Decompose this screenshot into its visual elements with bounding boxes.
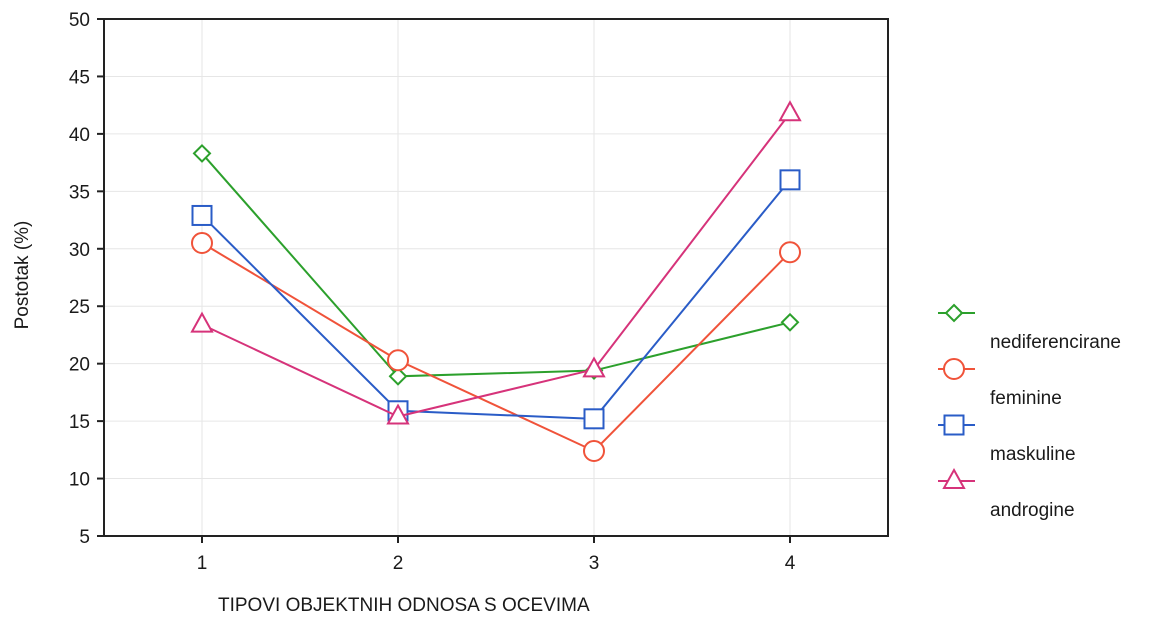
legend-label: maskuline bbox=[990, 444, 1076, 465]
legend-label: nediferencirane bbox=[990, 332, 1121, 353]
data-point-feminine bbox=[583, 439, 605, 462]
data-point-androgine bbox=[778, 100, 802, 122]
legend-item-androgine: androgine bbox=[938, 467, 1075, 521]
series-androgine bbox=[190, 100, 802, 425]
series-nediferencirane bbox=[192, 144, 800, 386]
data-point-feminine bbox=[387, 349, 409, 372]
y-tick-label: 40 bbox=[69, 125, 90, 146]
data-point-androgine bbox=[582, 356, 606, 378]
y-tick-label: 30 bbox=[69, 240, 90, 261]
y-tick-label: 25 bbox=[69, 297, 90, 318]
legend-label: feminine bbox=[990, 388, 1062, 409]
data-point-androgine bbox=[190, 311, 214, 333]
x-tick-label: 4 bbox=[785, 553, 796, 574]
x-tick-label: 3 bbox=[589, 553, 600, 574]
series-line-nediferencirane bbox=[201, 152, 791, 378]
series-feminine bbox=[191, 232, 801, 462]
data-point-nediferencirane bbox=[780, 312, 800, 332]
y-tick-label: 20 bbox=[69, 355, 90, 376]
y-tick-label: 45 bbox=[69, 67, 90, 88]
series-maskuline bbox=[191, 169, 801, 430]
x-tick-label: 2 bbox=[393, 553, 404, 574]
data-point-feminine bbox=[779, 241, 801, 264]
y-tick-label: 15 bbox=[69, 412, 90, 433]
legend-marker bbox=[944, 303, 964, 323]
series-group bbox=[190, 100, 802, 462]
legend-marker bbox=[942, 467, 966, 489]
legend-label: androgine bbox=[990, 500, 1075, 521]
series-line-maskuline bbox=[201, 179, 791, 420]
data-point-feminine bbox=[191, 232, 213, 255]
legend-item-feminine: feminine bbox=[938, 358, 1062, 409]
legend-item-nediferencirane: nediferencirane bbox=[938, 303, 1121, 353]
data-point-maskuline bbox=[191, 204, 213, 226]
legend: nediferencirane feminine maskuline androgin… bbox=[938, 303, 1121, 521]
x-tick-label: 1 bbox=[197, 553, 208, 574]
series-line-androgine bbox=[201, 112, 791, 418]
data-point-nediferencirane bbox=[192, 144, 212, 163]
x-axis-ticks: 1 2 3 4 bbox=[197, 536, 796, 574]
series-line-feminine bbox=[201, 242, 791, 453]
y-axis-ticks: 5 10 15 20 25 30 35 40 45 50 bbox=[69, 10, 104, 548]
grid-lines bbox=[104, 19, 888, 536]
x-axis-title: TIPOVI OBJEKTNIH ODNOSA S OCEVIMA bbox=[218, 595, 590, 616]
legend-marker bbox=[943, 358, 965, 380]
legend-item-maskuline: maskuline bbox=[938, 414, 1076, 465]
y-axis-title: Postotak (%) bbox=[12, 221, 33, 330]
data-point-androgine bbox=[386, 403, 410, 425]
data-point-maskuline bbox=[583, 408, 605, 430]
data-point-maskuline bbox=[779, 169, 801, 191]
y-tick-label: 35 bbox=[69, 182, 90, 203]
y-tick-label: 5 bbox=[79, 527, 90, 548]
plot-frame bbox=[103, 18, 889, 537]
data-point-nediferencirane bbox=[388, 366, 408, 386]
y-tick-label: 10 bbox=[69, 470, 90, 491]
legend-marker bbox=[943, 414, 965, 436]
y-tick-label: 50 bbox=[69, 10, 90, 31]
